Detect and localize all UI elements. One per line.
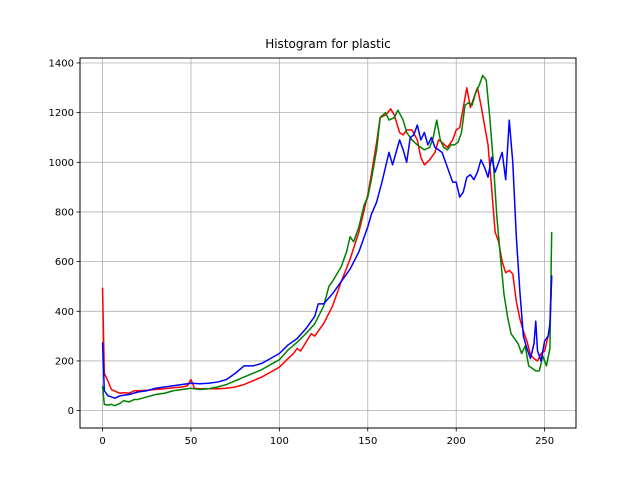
y-tick-label: 1000 xyxy=(49,158,74,169)
x-tick-label: 250 xyxy=(535,436,554,447)
y-tick-label: 1200 xyxy=(49,108,74,119)
plot-frame xyxy=(79,57,577,429)
axes: 0 50 100 150 200 250 0 200 400 600 800 1000 1200 1400 xyxy=(49,58,555,447)
x-tick-label: 150 xyxy=(358,436,377,447)
x-tick-label: 50 xyxy=(185,436,198,447)
y-tick-label: 1400 xyxy=(49,58,74,69)
chart-title: Histogram for plastic xyxy=(265,37,391,51)
x-tick-label: 0 xyxy=(99,436,105,447)
y-tick-label: 200 xyxy=(55,356,74,367)
x-tick-label: 200 xyxy=(447,436,466,447)
series-layer xyxy=(101,74,553,407)
series-line-1 xyxy=(101,74,553,407)
series-line-2 xyxy=(101,119,553,399)
y-tick-label: 600 xyxy=(55,257,74,268)
y-tick-label: 800 xyxy=(55,207,74,218)
series-line-0 xyxy=(101,87,553,394)
grid xyxy=(80,58,576,428)
y-tick-label: 0 xyxy=(68,406,74,417)
y-tick-label: 400 xyxy=(55,307,74,318)
x-tick-label: 100 xyxy=(270,436,289,447)
